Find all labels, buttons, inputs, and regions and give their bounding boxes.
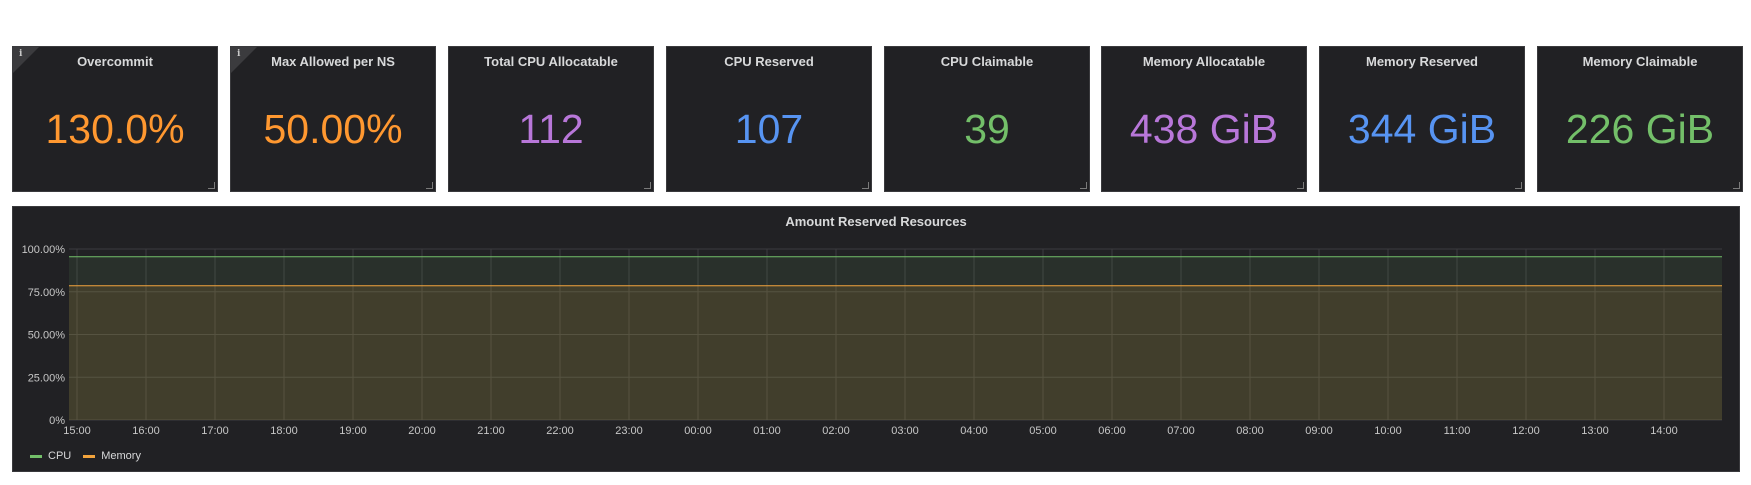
y-tick-label: 50.00% bbox=[28, 330, 66, 342]
resize-handle-icon[interactable] bbox=[644, 182, 651, 189]
chart-canvas[interactable]: 0% 25.00% 50.00% 75.00% 100.00% 15:00 16:00 17:… bbox=[13, 207, 1739, 471]
legend: CPU Memory bbox=[30, 450, 141, 462]
x-tick-label: 00:00 bbox=[684, 425, 712, 437]
resize-handle-icon[interactable] bbox=[426, 182, 433, 189]
x-tick-label: 14:00 bbox=[1650, 425, 1678, 437]
stat-panel-memory-allocatable[interactable]: Memory Allocatable 438 GiB bbox=[1101, 46, 1307, 192]
stat-panel-overcommit[interactable]: i Overcommit 130.0% bbox=[12, 46, 218, 192]
info-icon[interactable]: i bbox=[19, 49, 23, 59]
stat-panel-cpu-claimable[interactable]: CPU Claimable 39 bbox=[884, 46, 1090, 192]
panel-title[interactable]: Total CPU Allocatable bbox=[484, 54, 618, 69]
resize-handle-icon[interactable] bbox=[1080, 182, 1087, 189]
info-icon[interactable]: i bbox=[237, 49, 241, 59]
panel-title[interactable]: CPU Reserved bbox=[724, 54, 814, 69]
stat-panel-total-cpu-allocatable[interactable]: Total CPU Allocatable 112 bbox=[448, 46, 654, 192]
stat-value: 39 bbox=[964, 106, 1010, 152]
y-tick-label: 0% bbox=[49, 415, 65, 427]
x-tick-label: 02:00 bbox=[822, 425, 850, 437]
x-tick-label: 13:00 bbox=[1581, 425, 1609, 437]
series-area-cpu bbox=[69, 256, 1722, 420]
stat-value: 107 bbox=[734, 106, 804, 152]
legend-item-cpu[interactable]: CPU bbox=[30, 450, 71, 462]
stat-panel-memory-reserved[interactable]: Memory Reserved 344 GiB bbox=[1319, 46, 1525, 192]
x-tick-label: 09:00 bbox=[1305, 425, 1333, 437]
info-corner[interactable] bbox=[13, 47, 39, 73]
x-tick-label: 01:00 bbox=[753, 425, 781, 437]
x-tick-label: 23:00 bbox=[615, 425, 643, 437]
x-tick-label: 12:00 bbox=[1512, 425, 1540, 437]
stat-panel-cpu-reserved[interactable]: CPU Reserved 107 bbox=[666, 46, 872, 192]
stat-value: 130.0% bbox=[45, 106, 185, 152]
series-area-memory bbox=[69, 285, 1722, 420]
x-tick-label: 16:00 bbox=[132, 425, 160, 437]
panel-title[interactable]: Memory Reserved bbox=[1366, 54, 1478, 69]
y-tick-label: 25.00% bbox=[28, 372, 66, 384]
stat-panel-memory-claimable[interactable]: Memory Claimable 226 GiB bbox=[1537, 46, 1743, 192]
stat-value: 50.00% bbox=[263, 106, 403, 152]
graph-panel-amount-reserved-resources[interactable]: 0% 25.00% 50.00% 75.00% 100.00% 15:00 16:00 17:… bbox=[12, 206, 1740, 472]
x-tick-label: 18:00 bbox=[270, 425, 298, 437]
panel-title[interactable]: Max Allowed per NS bbox=[271, 54, 395, 69]
legend-item-memory[interactable]: Memory bbox=[83, 450, 141, 462]
x-tick-label: 17:00 bbox=[201, 425, 229, 437]
x-tick-label: 07:00 bbox=[1167, 425, 1195, 437]
stat-value: 344 GiB bbox=[1347, 106, 1497, 152]
legend-swatch-cpu bbox=[30, 454, 42, 458]
x-tick-label: 20:00 bbox=[408, 425, 436, 437]
x-tick-label: 05:00 bbox=[1029, 425, 1057, 437]
x-tick-label: 10:00 bbox=[1374, 425, 1402, 437]
x-tick-label: 04:00 bbox=[960, 425, 988, 437]
x-tick-label: 21:00 bbox=[477, 425, 505, 437]
x-tick-label: 15:00 bbox=[63, 425, 91, 437]
stat-value: 438 GiB bbox=[1129, 106, 1279, 152]
resize-handle-icon[interactable] bbox=[1515, 182, 1522, 189]
panel-title[interactable]: CPU Claimable bbox=[940, 54, 1034, 69]
y-tick-label: 100.00% bbox=[22, 244, 66, 256]
panel-title[interactable]: Memory Claimable bbox=[1582, 54, 1698, 69]
x-tick-label: 03:00 bbox=[891, 425, 919, 437]
stat-value: 112 bbox=[518, 106, 584, 152]
panel-title[interactable]: Memory Allocatable bbox=[1142, 54, 1266, 69]
x-tick-label: 19:00 bbox=[339, 425, 367, 437]
legend-label[interactable]: CPU bbox=[48, 450, 72, 462]
stat-value: 226 GiB bbox=[1565, 106, 1715, 152]
resize-handle-icon[interactable] bbox=[1297, 182, 1304, 189]
resize-handle-icon[interactable] bbox=[1733, 182, 1740, 189]
legend-swatch-memory bbox=[83, 454, 96, 458]
panel-title[interactable]: Amount Reserved Resources bbox=[785, 214, 967, 229]
x-tick-label: 08:00 bbox=[1236, 425, 1264, 437]
info-corner[interactable] bbox=[231, 47, 257, 73]
resize-handle-icon[interactable] bbox=[862, 182, 869, 189]
resize-handle-icon[interactable] bbox=[208, 182, 215, 189]
x-tick-label: 22:00 bbox=[546, 425, 574, 437]
x-tick-label: 11:00 bbox=[1444, 425, 1471, 437]
legend-label[interactable]: Memory bbox=[101, 450, 141, 462]
y-tick-label: 75.00% bbox=[28, 287, 66, 299]
stat-panel-max-allowed-per-ns[interactable]: i Max Allowed per NS 50.00% bbox=[230, 46, 436, 192]
x-tick-label: 06:00 bbox=[1098, 425, 1126, 437]
panel-title[interactable]: Overcommit bbox=[77, 54, 153, 69]
